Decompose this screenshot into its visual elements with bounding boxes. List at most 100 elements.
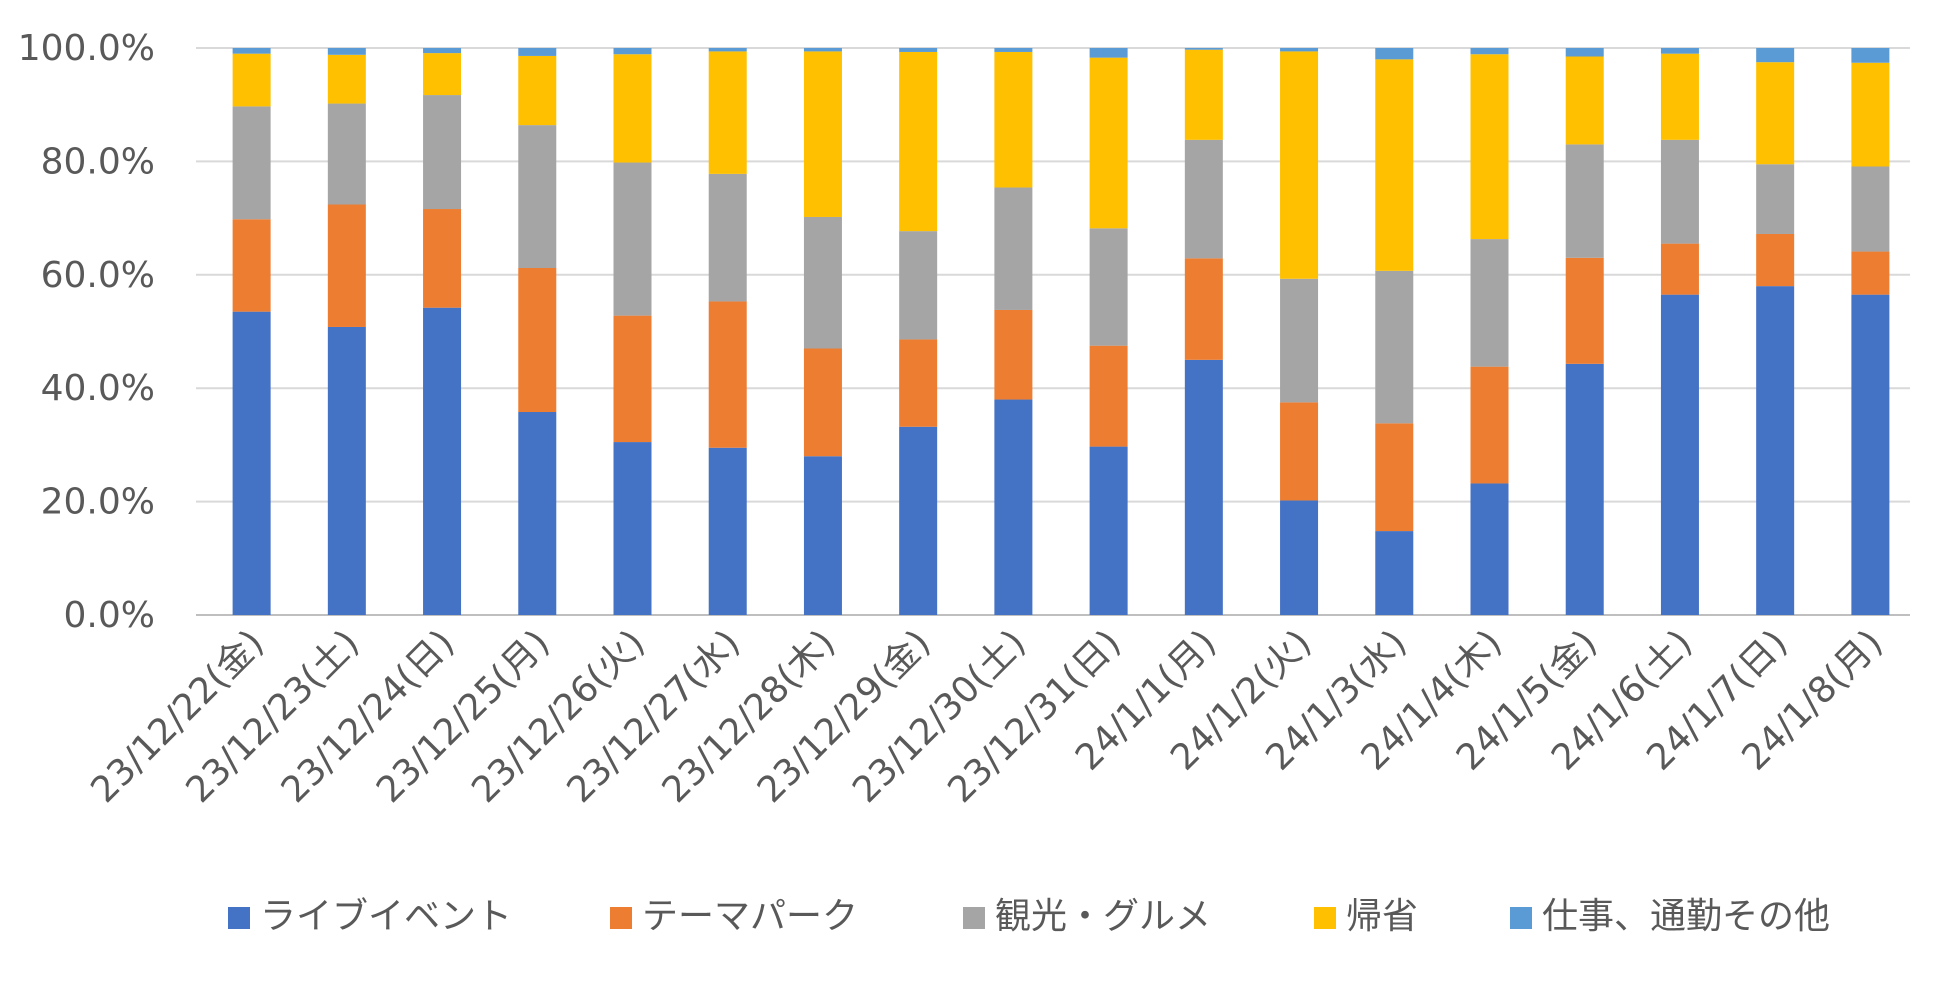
bar-segment bbox=[899, 231, 938, 340]
y-tick-label: 80.0% bbox=[41, 141, 155, 182]
bar-segment bbox=[1660, 139, 1699, 244]
bar-segment bbox=[1660, 48, 1699, 54]
legend-label: テーマパーク bbox=[642, 896, 858, 937]
bar-segment bbox=[994, 48, 1033, 52]
y-tick-label: 40.0% bbox=[41, 368, 155, 409]
bar-segment bbox=[708, 51, 747, 174]
bar-segment bbox=[1089, 48, 1128, 58]
bar-segment bbox=[423, 95, 462, 210]
legend-swatch bbox=[610, 907, 632, 929]
bar-segment bbox=[327, 326, 366, 615]
bar-segment bbox=[1756, 48, 1795, 63]
bar-segment bbox=[1375, 59, 1414, 271]
y-tick-label: 60.0% bbox=[41, 255, 155, 296]
bar-segment bbox=[518, 412, 557, 615]
bar-segment bbox=[899, 51, 938, 232]
legend-label: 仕事、通勤その他 bbox=[1542, 896, 1830, 937]
bar-segment bbox=[518, 267, 557, 413]
legend-swatch bbox=[963, 907, 985, 929]
bar-segment bbox=[1280, 51, 1319, 279]
bar-segment bbox=[1565, 144, 1604, 258]
bar-segment bbox=[803, 51, 842, 217]
bar-segment bbox=[708, 48, 747, 52]
bar-segment bbox=[899, 48, 938, 52]
bar-segment bbox=[1089, 57, 1128, 229]
bar-segment bbox=[327, 54, 366, 104]
bar-segment bbox=[232, 311, 271, 615]
bar-segment bbox=[518, 55, 557, 126]
bar-segment bbox=[803, 48, 842, 52]
bar-segment bbox=[708, 173, 747, 302]
legend-label: 帰省 bbox=[1346, 896, 1418, 937]
bar-segment bbox=[1184, 258, 1223, 360]
bar-segment bbox=[1470, 48, 1509, 55]
bar-segment bbox=[232, 48, 271, 54]
bar-segment bbox=[1851, 48, 1890, 63]
bar-segment bbox=[1089, 345, 1128, 447]
bar-segment bbox=[1184, 359, 1223, 615]
bar-segment bbox=[1660, 243, 1699, 295]
bar-segment bbox=[1089, 446, 1128, 615]
bar-segment bbox=[613, 162, 652, 316]
bar-segment bbox=[1660, 294, 1699, 615]
bar-segment bbox=[994, 309, 1033, 400]
bar-segment bbox=[1470, 239, 1509, 367]
bar-segment bbox=[423, 53, 462, 96]
bar-segment bbox=[1280, 278, 1319, 403]
bar-segment bbox=[423, 209, 462, 308]
bar-segment bbox=[613, 442, 652, 615]
bar-segment bbox=[1375, 48, 1414, 60]
bar-segment bbox=[1660, 53, 1699, 140]
bar-segment bbox=[1280, 48, 1319, 52]
bar-segment bbox=[1470, 483, 1509, 615]
bar-segment bbox=[423, 48, 462, 54]
bar-segment bbox=[327, 48, 366, 55]
bar-segment bbox=[327, 204, 366, 327]
bar-segment bbox=[1184, 48, 1223, 50]
y-tick-label: 20.0% bbox=[41, 482, 155, 523]
bar-segment bbox=[1470, 54, 1509, 240]
bar-segment bbox=[423, 307, 462, 615]
bar-segment bbox=[1565, 363, 1604, 615]
bar-segment bbox=[1375, 531, 1414, 615]
y-tick-label: 0.0% bbox=[64, 595, 155, 636]
bar-segment bbox=[232, 106, 271, 220]
bar-segment bbox=[994, 187, 1033, 310]
bar-segment bbox=[803, 216, 842, 349]
bar-segment bbox=[327, 103, 366, 205]
bar-segment bbox=[994, 51, 1033, 188]
bar-segment bbox=[803, 348, 842, 457]
bar-segment bbox=[518, 48, 557, 56]
legend-swatch bbox=[1314, 907, 1336, 929]
axes: 0.0%20.0%40.0%60.0%80.0%100.0%23/12/22(金… bbox=[18, 28, 1891, 811]
bar-segment bbox=[1756, 286, 1795, 615]
bar-segment bbox=[1851, 294, 1890, 615]
bar-segment bbox=[1184, 49, 1223, 140]
bar-segment bbox=[1756, 164, 1795, 234]
bar-segment bbox=[1375, 423, 1414, 532]
bar-segment bbox=[518, 125, 557, 268]
bar-segment bbox=[1470, 366, 1509, 484]
bar-segment bbox=[1375, 270, 1414, 424]
bar-segment bbox=[1565, 56, 1604, 145]
bar-segment bbox=[899, 339, 938, 427]
bar-segment bbox=[803, 456, 842, 615]
bar-segment bbox=[1089, 228, 1128, 346]
legend-swatch bbox=[228, 907, 250, 929]
bar-segment bbox=[232, 53, 271, 107]
bar-segment bbox=[1565, 257, 1604, 364]
legend-label: ライブイベント bbox=[260, 896, 512, 937]
bar-segment bbox=[899, 426, 938, 615]
bar-segment bbox=[1851, 251, 1890, 295]
bar-segment bbox=[613, 315, 652, 443]
bar-segment bbox=[1280, 500, 1319, 615]
legend: ライブイベント テーマパーク 観光・グルメ 帰省 仕事、通勤その他 bbox=[228, 896, 1830, 937]
bar-segment bbox=[994, 399, 1033, 615]
bar-segment bbox=[232, 219, 271, 312]
bar-segment bbox=[613, 48, 652, 55]
legend-swatch bbox=[1510, 907, 1532, 929]
bar-segment bbox=[1851, 166, 1890, 252]
bar-segment bbox=[1565, 48, 1604, 57]
